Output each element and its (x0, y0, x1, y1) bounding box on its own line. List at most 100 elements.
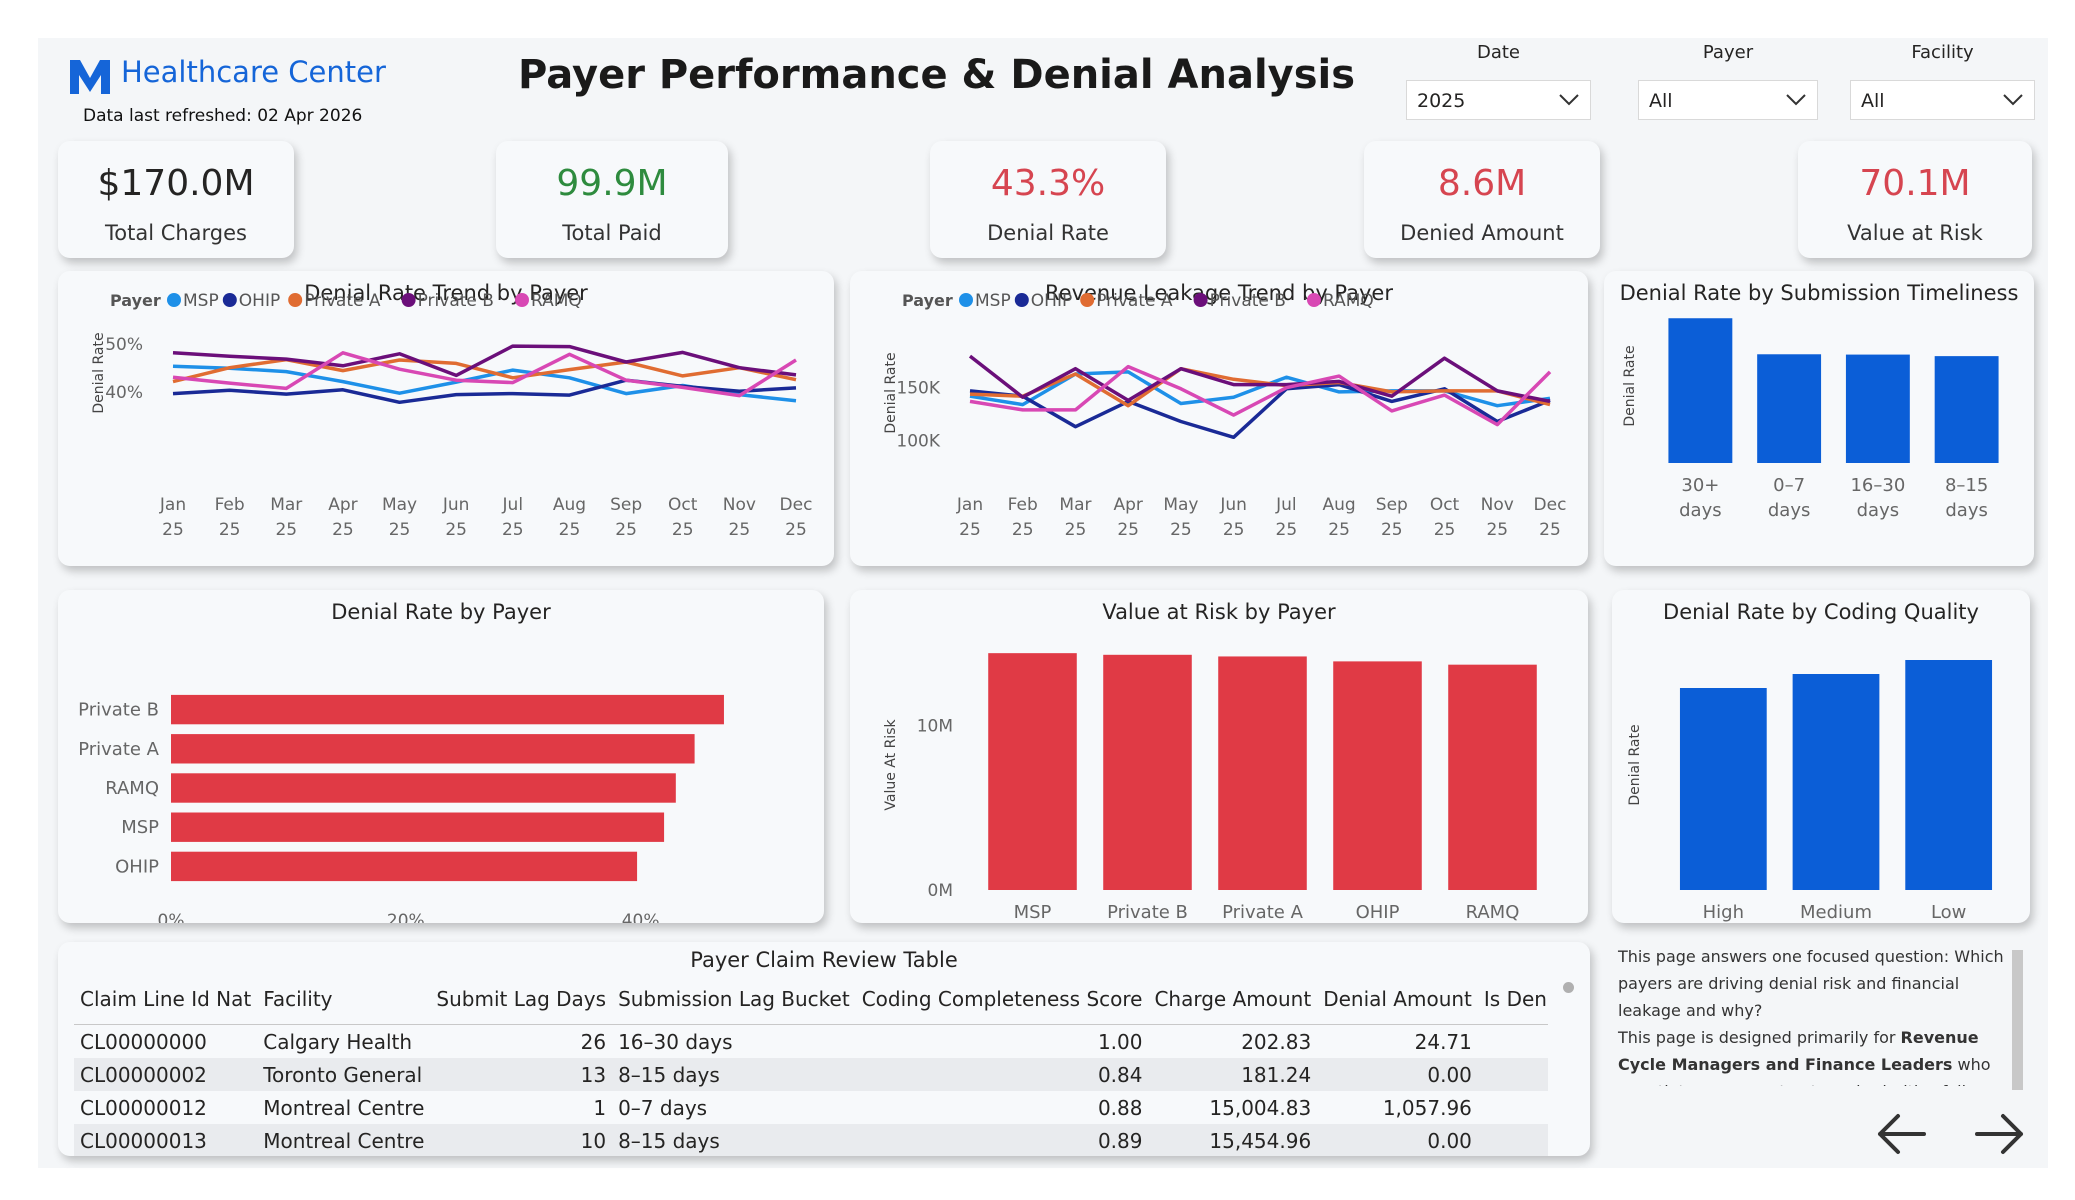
x-tick-label: Jul (502, 495, 524, 515)
x-tick-label: 25 (1223, 520, 1245, 540)
x-tick-label: 8–15 (1945, 475, 1988, 496)
table-cell: Calgary Health (263, 1029, 413, 1054)
x-tick-label: Sep (1376, 495, 1408, 515)
description-audience: Revenue Cycle Managers and Finance Leade… (1618, 1028, 1979, 1074)
column-header[interactable]: Charge Amount (1154, 987, 1312, 1011)
x-tick-label: 25 (1012, 520, 1034, 540)
leakage-trend-card: Revenue Leakage Trend by Payer Payer MSP O… (850, 271, 1588, 566)
date-slicer-label: Date (1476, 42, 1521, 63)
table-cell: 181.24 (1148, 1058, 1318, 1091)
x-tick-label: Nov (723, 495, 756, 515)
column-header[interactable]: Denial Amount (1323, 987, 1472, 1011)
legend-marker (167, 293, 181, 307)
kpi-label: Denied Amount (1400, 221, 1564, 245)
y-axis-label: Denial Rate (1627, 724, 1643, 805)
table-row[interactable]: CL00000013 Montreal Centre 10 8–15 days 0.89… (74, 1124, 1548, 1156)
legend-item: Private A (1096, 291, 1173, 311)
x-tick-label: 25 (162, 520, 184, 540)
kpi-value: 43.3% (990, 163, 1106, 204)
date-slicer-value: 2025 (1417, 90, 1466, 112)
x-tick-label: Apr (328, 495, 357, 515)
bar (1448, 664, 1537, 890)
chart-title: Denial Rate by Payer (331, 600, 551, 624)
x-tick-label: days (1679, 500, 1722, 521)
legend-item: RAMQ (1323, 291, 1374, 311)
x-tick-label: Nov (1481, 495, 1514, 515)
denial-trend-card: Denial Rate Trend by Payer Payer MSP OHIP P… (58, 271, 834, 566)
table-cell: 0.00 (1317, 1058, 1478, 1091)
facility-slicer[interactable]: All (1850, 80, 2035, 120)
table-cell: 0.84 (855, 1058, 1149, 1091)
kpi-value: 8.6M (1437, 163, 1527, 204)
payer-slicer[interactable]: All (1638, 80, 1818, 120)
table-row[interactable]: CL00000012 Montreal Centre 1 0–7 days 0.88 15… (74, 1091, 1548, 1124)
x-tick-label: 25 (1276, 520, 1298, 540)
table-cell: 8–15 days (612, 1058, 856, 1091)
table-row[interactable]: CL00000000 Calgary Health 26 16–30 days 1.00… (74, 1025, 1548, 1059)
x-tick-label: Feb (215, 495, 245, 515)
table-cell: CL00000012 (80, 1095, 207, 1120)
table-row[interactable]: CL00000002 Toronto General 13 8–15 days 0.84… (74, 1058, 1548, 1091)
x-tick-label: days (1945, 500, 1988, 521)
column-header[interactable]: Submit Lag Days (436, 987, 607, 1011)
column-header[interactable]: Coding Completeness Score (861, 987, 1143, 1011)
column-header[interactable]: Submission Lag Bucket (618, 987, 850, 1011)
x-tick-label: Low (1931, 902, 1966, 923)
value-at-risk-chart: Value At Risk 0M 10M MSP Private B Private A O… (883, 653, 1537, 923)
legend-marker (1193, 293, 1208, 307)
x-tick-label: Mar (270, 495, 302, 515)
date-slicer[interactable]: 2025 (1406, 80, 1591, 120)
column-header[interactable]: Is Denied (1483, 987, 1548, 1011)
x-tick-label: 25 (1065, 520, 1087, 540)
x-tick-label: Jan (956, 495, 983, 515)
bar (171, 851, 638, 882)
y-axis-label: Denial Rate (91, 332, 107, 413)
column-header[interactable]: Claim Line Id Nat (80, 987, 252, 1011)
claims-table: Claim Line Id Nat Facility Submit Lag Da… (74, 974, 1548, 1156)
x-tick-label: Dec (780, 495, 813, 515)
series-line-private-a (172, 357, 797, 384)
x-tick-label: 25 (1434, 520, 1456, 540)
series-line-ramq (969, 364, 1552, 427)
data-refreshed-label: Data last refreshed: 02 Apr 2026 (83, 106, 363, 126)
table-cell: 0.89 (855, 1124, 1149, 1156)
x-tick-label: Jun (442, 495, 470, 515)
y-axis-label: Denial Rate (883, 352, 899, 433)
column-header[interactable]: Facility (263, 987, 333, 1011)
x-tick-label: days (1857, 500, 1900, 521)
x-tick-label: 0% (158, 911, 185, 923)
table-scrollbar-thumb[interactable] (1563, 982, 1574, 993)
chart-title: Value at Risk by Payer (1102, 600, 1336, 624)
table-cell: 1 (1478, 1091, 1548, 1124)
x-tick-label: 25 (502, 520, 524, 540)
table-cell: 10 (430, 1124, 613, 1156)
description-scrollbar[interactable] (2012, 950, 2023, 1090)
x-tick-label: 25 (959, 520, 981, 540)
table-cell: 13 (430, 1058, 613, 1091)
y-axis-label: Value At Risk (883, 719, 899, 811)
bar (171, 734, 695, 764)
claims-table-viewport[interactable]: Claim Line Id Nat Facility Submit Lag Da… (74, 974, 1548, 1156)
table-cell: 24.71 (1414, 1029, 1472, 1054)
next-arrow-icon[interactable] (1973, 1113, 2025, 1155)
x-tick-label: Mar (1059, 495, 1091, 515)
y-tick-label: 10M (917, 717, 953, 737)
table-cell: 0–7 days (618, 1095, 708, 1120)
x-tick-label: 25 (1170, 520, 1192, 540)
facility-slicer-label: Facility (1911, 42, 1974, 63)
leakage-trend-chart: Payer MSP OHIP Private A Private B RAMQ Denial… (883, 291, 1567, 540)
bar (1679, 688, 1767, 890)
x-tick-label: 25 (1328, 520, 1350, 540)
bar (1103, 654, 1192, 890)
table-cell: 16–30 days (618, 1029, 733, 1054)
x-tick-label: Dec (1534, 495, 1567, 515)
x-tick-label: Oct (1430, 495, 1460, 515)
y-tick-label: RAMQ (105, 778, 159, 799)
bar (1333, 661, 1422, 890)
y-tick-label: MSP (121, 817, 159, 838)
bar (988, 653, 1077, 890)
back-arrow-icon[interactable] (1876, 1113, 1928, 1155)
bar (1845, 354, 1910, 463)
bar (171, 812, 665, 842)
